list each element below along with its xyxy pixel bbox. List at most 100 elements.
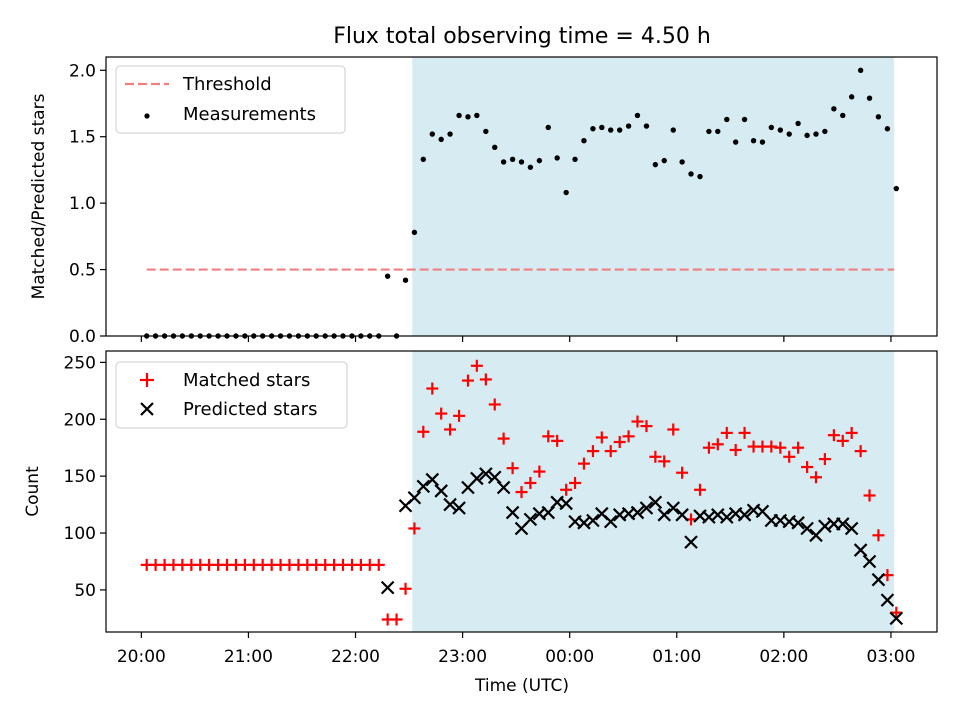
ratio-panel: 0.00.51.01.52.0 Matched/Predicted stars … xyxy=(29,56,938,347)
predicted-star-point xyxy=(880,593,895,607)
top-x-ticks xyxy=(140,336,892,342)
predicted-star-point xyxy=(835,517,850,531)
matched-star-point xyxy=(729,443,742,456)
matched-star-point xyxy=(497,432,510,445)
matched-star-point xyxy=(577,457,590,470)
legend-predicted-label: Predicted stars xyxy=(183,399,317,420)
measurement-point xyxy=(500,159,507,165)
measurement-point xyxy=(518,159,525,165)
measurement-point xyxy=(893,185,900,192)
bottom-y-tick-label: 150 xyxy=(64,467,96,487)
top-y-tick-label: 2.0 xyxy=(69,61,96,81)
x-tick-label: 20:00 xyxy=(117,647,166,667)
measurement-point xyxy=(420,156,427,162)
measurement-point xyxy=(447,131,453,137)
top-legend-box xyxy=(115,65,346,134)
measurement-point xyxy=(786,131,792,137)
matched-star-point xyxy=(640,420,653,433)
matched-star-point xyxy=(801,461,814,474)
predicted-stars-series xyxy=(380,467,904,626)
x-tick-label: 03:00 xyxy=(866,647,915,667)
legend-measurements-icon xyxy=(144,113,150,119)
matched-star-point xyxy=(426,382,439,395)
legend-threshold-label: Threshold xyxy=(182,74,272,95)
top-legend: Threshold Measurements xyxy=(115,65,346,134)
count-panel: 50 100 150 200 250 20:00 21:00 22:00 23:00 00:00… xyxy=(23,350,938,696)
predicted-star-point xyxy=(737,508,752,522)
top-y-axis-label: Matched/Predicted stars xyxy=(29,93,49,299)
top-y-tick-label: 0.0 xyxy=(69,327,96,347)
measurement-point xyxy=(724,116,730,123)
x-tick-label: 21:00 xyxy=(224,647,273,667)
measurement-point xyxy=(884,126,891,132)
matched-star-point xyxy=(818,453,831,466)
legend-predicted-icon xyxy=(140,402,154,416)
measurement-point xyxy=(492,144,498,151)
measurement-point xyxy=(688,171,694,177)
predicted-star-point xyxy=(666,501,681,515)
x-tick-label: 02:00 xyxy=(759,647,808,667)
predicted-star-point xyxy=(684,535,698,549)
predicted-star-point xyxy=(586,513,600,528)
matched-star-point xyxy=(783,450,796,463)
predicted-star-point xyxy=(675,508,689,522)
predicted-star-point xyxy=(452,501,466,515)
measurement-point xyxy=(804,132,810,139)
measurement-point xyxy=(625,123,632,129)
matched-stars-series xyxy=(140,359,903,626)
measurement-point xyxy=(599,124,605,131)
predicted-star-point xyxy=(407,490,422,505)
predicted-star-point xyxy=(416,479,431,494)
top-y-tick-label: 1.5 xyxy=(69,128,96,148)
predicted-star-point xyxy=(844,521,859,536)
measurement-point xyxy=(732,139,739,145)
measurement-point xyxy=(608,127,614,133)
matched-star-point xyxy=(595,431,608,444)
predicted-star-point xyxy=(559,496,573,511)
predicted-star-point xyxy=(871,572,886,587)
matched-star-point xyxy=(702,441,715,454)
measurement-point xyxy=(857,67,864,73)
measurement-point xyxy=(822,128,828,135)
bottom-y-axis-label: Count xyxy=(23,466,43,517)
measurement-point xyxy=(411,229,418,236)
bottom-y-tick-label: 50 xyxy=(74,581,96,601)
top-y-tick-label: 0.5 xyxy=(69,261,96,281)
matched-star-point xyxy=(435,407,448,420)
top-shaded-span xyxy=(412,57,895,336)
matched-star-point xyxy=(488,398,501,411)
measurement-point xyxy=(483,128,489,135)
measurement-point xyxy=(572,156,578,162)
matched-star-point xyxy=(720,426,733,439)
legend-measurements-label: Measurements xyxy=(183,104,316,125)
measurement-point xyxy=(759,139,766,145)
measurement-point xyxy=(384,273,391,279)
matched-star-point xyxy=(827,429,840,442)
predicted-star-point xyxy=(630,505,645,520)
x-axis-label: Time (UTC) xyxy=(474,676,569,696)
x-tick-label: 23:00 xyxy=(438,647,487,667)
bottom-axes-frame xyxy=(105,350,938,633)
matched-star-point xyxy=(863,489,876,502)
matched-star-point xyxy=(711,438,724,451)
measurement-point xyxy=(438,136,444,143)
predicted-star-point xyxy=(853,543,868,557)
matched-star-point xyxy=(542,430,555,443)
predicted-star-point xyxy=(470,471,484,486)
figure-title: Flux total observing time = 4.50 h xyxy=(333,24,711,49)
bottom-y-tick-label: 100 xyxy=(64,524,96,544)
top-y-tick-label: 1.0 xyxy=(69,194,96,214)
matched-star-point xyxy=(461,374,474,387)
measurement-point xyxy=(679,159,685,165)
measurement-point xyxy=(590,126,596,132)
measurement-point xyxy=(527,164,534,170)
measurement-point xyxy=(866,95,873,101)
matched-star-point xyxy=(658,455,671,468)
matched-star-point xyxy=(399,582,412,595)
predicted-star-point xyxy=(720,510,734,524)
measurement-point xyxy=(848,94,855,100)
predicted-star-point xyxy=(380,580,395,595)
measurement-point xyxy=(465,114,471,120)
legend-matched-label: Matched stars xyxy=(183,370,310,391)
